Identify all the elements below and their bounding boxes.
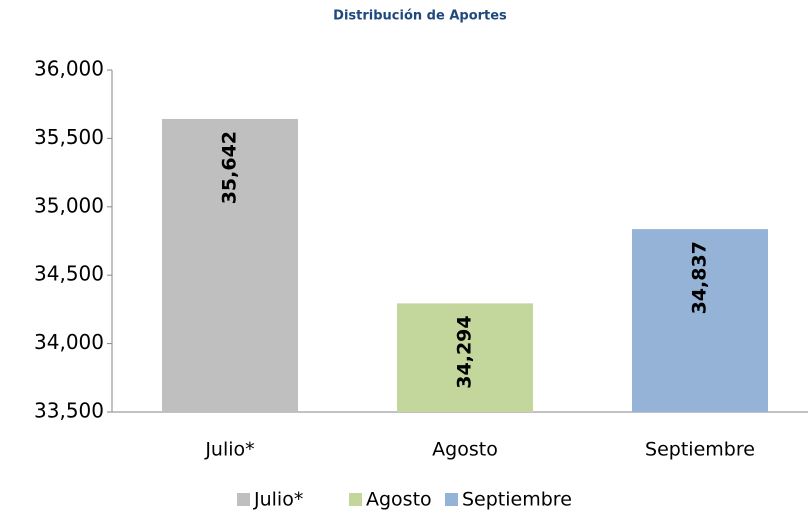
- y-tick-label: 34,000: [34, 330, 104, 354]
- bar: [162, 118, 298, 413]
- bar: [397, 303, 533, 412]
- y-tick-label: 33,500: [34, 399, 104, 423]
- legend-label: Agosto: [366, 489, 432, 511]
- x-tick-label: Septiembre: [645, 439, 755, 461]
- x-tick-label: Agosto: [432, 439, 498, 461]
- legend-label: Septiembre: [462, 489, 572, 511]
- x-tick-label: Julio*: [204, 439, 254, 461]
- y-tick-label: 34,500: [34, 262, 104, 286]
- bar: [632, 229, 768, 412]
- value-label: 34,294: [454, 315, 476, 388]
- value-label: 35,642: [219, 131, 241, 204]
- chart-title: Distribución de Aportes: [333, 9, 507, 24]
- legend-swatch: [349, 493, 362, 506]
- y-tick-label: 36,000: [34, 57, 104, 81]
- legend-swatch: [445, 493, 458, 506]
- legend-label: Julio*: [253, 489, 303, 511]
- legend-swatch: [237, 493, 250, 506]
- y-tick-label: 35,500: [34, 125, 104, 149]
- value-label: 34,837: [689, 241, 711, 314]
- y-tick-label: 35,000: [34, 193, 104, 217]
